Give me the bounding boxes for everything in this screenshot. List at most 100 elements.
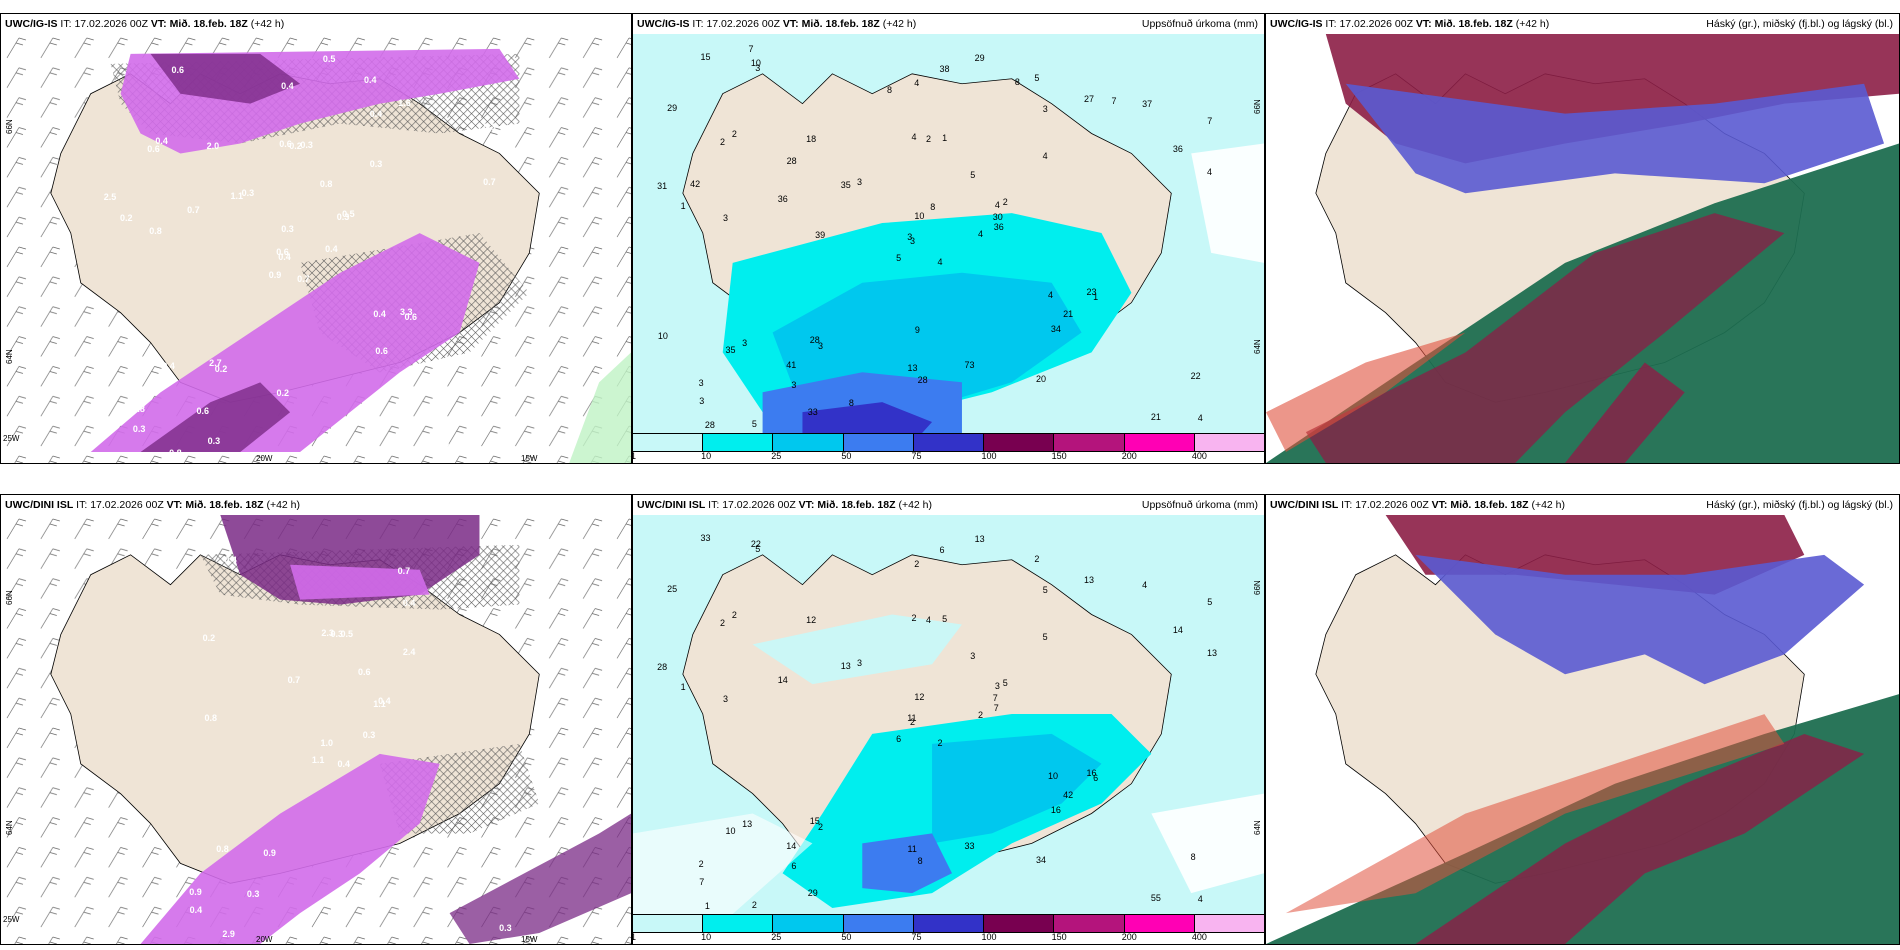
- value-label: 42: [1063, 790, 1074, 801]
- value-label: 10: [657, 331, 668, 342]
- value-label: 1.1: [230, 190, 243, 201]
- colorbar-tick-label: 400: [1191, 932, 1207, 942]
- value-label: 36: [1172, 144, 1183, 155]
- variable-name: Uppsöfnuð úrkoma (mm): [1141, 499, 1258, 511]
- vt-value: Mið. 18.feb. 18Z: [1450, 499, 1529, 511]
- value-label: 3: [856, 658, 862, 669]
- variable-name: Háský (gr.), miðský (fj.bl.) og lágský (…: [1706, 499, 1893, 511]
- colorbar-cell: [703, 434, 774, 451]
- value-label: 0.4: [224, 555, 237, 566]
- value-label: 0.4: [155, 135, 168, 146]
- colorbar-cells: [633, 433, 1264, 452]
- precip-25-50: [932, 733, 1102, 844]
- value-label: 3: [907, 232, 913, 243]
- lon-label-20w: 20W: [256, 935, 273, 944]
- value-label: 4: [978, 229, 984, 240]
- mid-cloud-south: [1305, 213, 1785, 463]
- colorbar-tick-label: 100: [981, 451, 997, 461]
- value-label: 39: [815, 229, 826, 240]
- lead-time: (+42 h): [898, 499, 933, 511]
- value-label: 3: [742, 337, 748, 348]
- value-label: 2.5: [444, 441, 457, 452]
- value-label: 5: [1034, 73, 1040, 84]
- value-label: 5: [942, 614, 948, 625]
- value-label: 0.6: [357, 667, 371, 678]
- lat-label-64n: 64N: [5, 820, 14, 835]
- value-label: 1.0: [320, 737, 334, 748]
- value-label: 2.5: [103, 191, 117, 202]
- low-cloud-north: [1415, 554, 1865, 685]
- value-label: 3: [1042, 104, 1048, 115]
- value-label: 12: [806, 614, 817, 625]
- lead-time: (+42 h): [882, 18, 917, 30]
- value-label: 4: [937, 257, 943, 268]
- value-label: 0.6: [279, 139, 292, 150]
- value-label: 2: [914, 559, 920, 570]
- panel-title: UWC/DINI ISL IT: 17.02.2026 00Z VT: Mið.…: [633, 495, 1264, 515]
- precip-svg: [633, 515, 1264, 914]
- value-label: 6: [1093, 773, 1099, 784]
- value-label: 3: [856, 177, 862, 188]
- value-label: 3: [723, 693, 729, 704]
- value-label: 4: [1197, 412, 1203, 423]
- variable-name: Háský (gr.), miðský (fj.bl.) og lágský (…: [1706, 18, 1893, 30]
- value-label: 0.4: [278, 251, 291, 262]
- value-label: 10: [750, 58, 761, 69]
- value-label: 2: [817, 821, 823, 832]
- value-label: 1.1: [373, 699, 386, 710]
- value-label: 0.5: [340, 629, 353, 640]
- lead-time: (+42 h): [1531, 499, 1566, 511]
- lat-label-64n: 64N: [1253, 820, 1262, 835]
- value-label: 29: [974, 53, 985, 64]
- value-label: 29: [667, 102, 678, 113]
- value-label: 29: [807, 888, 818, 899]
- panel-title: UWC/IG-IS IT: 17.02.2026 00Z VT: Mið. 18…: [633, 14, 1264, 34]
- value-label: 11: [907, 713, 917, 724]
- value-label: 0.8: [169, 448, 182, 459]
- value-label: 6: [896, 734, 902, 745]
- it-label: IT:: [60, 18, 72, 30]
- model-name: UWC/DINI ISL: [5, 499, 74, 511]
- lat-label-66n: 66N: [1253, 99, 1262, 114]
- colorbar-cell: [633, 434, 704, 451]
- value-label: 0.7: [297, 273, 310, 284]
- value-label: 7: [1207, 115, 1213, 126]
- value-label: 0.5: [322, 53, 336, 64]
- value-label: 18: [806, 133, 817, 144]
- snow-wind-map: 0.7 0.6 0.4 0.8 0.3 0.2 0.4 0.3 0.4 0.4 0.6 1.0 0.8 0…: [1, 34, 631, 463]
- value-label: 13: [974, 534, 985, 545]
- value-label: 3: [910, 236, 916, 247]
- value-label: 0.9: [189, 886, 202, 897]
- colorbar-tick-label: 1: [633, 451, 636, 461]
- cloud-svg: [1266, 515, 1899, 944]
- value-label: 38: [939, 63, 950, 74]
- precip-50-75: [862, 833, 952, 894]
- value-label: 4: [911, 132, 917, 143]
- model-name: UWC/DINI ISL: [637, 499, 706, 511]
- value-label: 2: [1002, 196, 1008, 207]
- snow-north-dark: [150, 53, 301, 104]
- colorbar-cell: [843, 915, 914, 932]
- value-label: 13: [742, 818, 753, 829]
- value-label: 0.7: [287, 675, 301, 686]
- value-label: 30: [992, 211, 1003, 222]
- value-label: 14: [777, 674, 788, 685]
- vt-label: VT:: [1431, 499, 1448, 511]
- value-label: 0.4: [369, 108, 383, 119]
- value-label: 0.5: [342, 208, 355, 219]
- value-label: 16: [1086, 768, 1097, 779]
- value-label: 0.3: [483, 121, 496, 132]
- vt-value: Mið. 18.feb. 18Z: [169, 18, 248, 30]
- value-label: 4: [1142, 580, 1148, 591]
- value-label: 0.3: [330, 629, 343, 640]
- value-label: 5: [1042, 631, 1048, 642]
- colorbar-cell: [1124, 915, 1195, 932]
- vt-label: VT:: [798, 499, 815, 511]
- vt-label: VT:: [150, 18, 167, 30]
- it-value: 17.02.2026 00Z: [74, 18, 148, 30]
- vt-label: VT:: [166, 499, 183, 511]
- model-name: UWC/DINI ISL: [1270, 499, 1339, 511]
- value-label: 22: [750, 539, 761, 550]
- value-label: 0.4: [337, 759, 351, 770]
- colorbar-tick-label: 75: [911, 451, 922, 461]
